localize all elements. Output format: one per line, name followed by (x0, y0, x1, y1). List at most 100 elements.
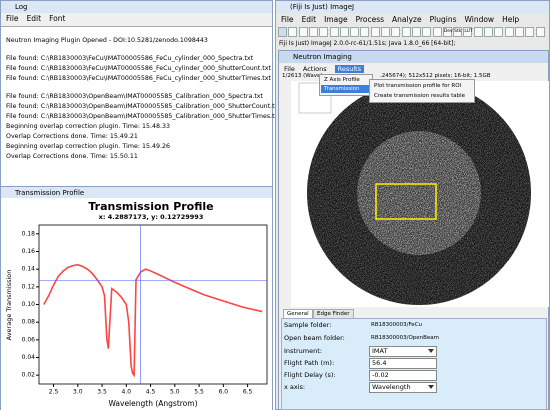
menu-item[interactable]: Actions (302, 65, 327, 73)
tool-button[interactable] (370, 27, 380, 37)
log-window: Log File Edit Font Neutron Imaging Plugin … (0, 0, 281, 186)
tool-button[interactable] (339, 27, 349, 37)
roi[interactable] (375, 183, 437, 220)
x-axis-title: Wavelength (Angstrom) (108, 399, 197, 408)
results-menu: Z Axis Profile Transmission (319, 74, 373, 96)
settings-panel: General Edge Finder Sample folder: RB183000… (279, 309, 548, 410)
tool-button[interactable] (432, 27, 442, 37)
log-line: File found: C:\RB1830003\OpenBeam\IMAT00… (6, 103, 281, 110)
field-label: x axis: (284, 383, 306, 391)
log-line: File found: C:\RB1830003\FeCu\IMAT000055… (6, 55, 254, 62)
results-item[interactable]: Transmission (321, 85, 372, 93)
log-line: Overlap Corrections done. Time: 15.50.11 (6, 153, 138, 160)
menu-item[interactable]: Image (324, 15, 348, 24)
chart: Transmission Profile x: 4.2887173, y: 0.… (1, 198, 272, 410)
x-tick-label: 4.5 (146, 389, 156, 396)
tool-button[interactable] (494, 27, 504, 37)
menu-item[interactable]: File (6, 14, 19, 23)
menu-item[interactable]: Plugins (429, 15, 457, 24)
x-tick-label: 5.5 (194, 389, 204, 396)
tool-button[interactable] (514, 27, 524, 37)
tool-button[interactable] (350, 27, 360, 37)
imagej-menu: File Edit Image Process Analyze Plugins Window… (276, 14, 549, 26)
text-input[interactable]: 56.4 (369, 358, 437, 369)
neutron-menu: File Actions Results (279, 63, 548, 75)
y-tick-label: 0.06 (22, 336, 36, 343)
x-tick-label: 4.0 (122, 389, 132, 396)
tool-button[interactable] (360, 27, 370, 37)
info-right: .245674); 512x512 pixels; 16-bit; 1.5GB (380, 73, 491, 79)
tool-button[interactable] (463, 27, 473, 37)
image-view (291, 81, 549, 307)
dropdown-arrow (428, 349, 434, 353)
field-label: Flight Path (m): (284, 359, 335, 367)
tool-button[interactable] (278, 27, 287, 37)
menu-item[interactable]: Edit (301, 15, 317, 24)
tool-button[interactable] (422, 27, 432, 37)
tool-button[interactable] (525, 27, 535, 37)
menu-item[interactable]: Edit (26, 14, 42, 23)
tool-button[interactable] (453, 27, 463, 37)
log-line: Beginning overlap correction plugin. Tim… (6, 123, 171, 130)
imagej-status: Fiji Is Just) ImageJ 2.0.0-rc-61/1.51s; … (279, 40, 456, 47)
submenu-item[interactable]: Create transmission results table (374, 93, 466, 99)
y-axis-title: Average Transmission (5, 270, 13, 341)
menu-item[interactable]: Process (355, 15, 385, 24)
tool-button[interactable] (401, 27, 411, 37)
y-tick-label: 0.02 (22, 372, 36, 379)
tool-button[interactable] (442, 27, 452, 37)
y-tick-label: 0.08 (22, 319, 36, 326)
menu-item[interactable]: Window (464, 15, 495, 24)
tool-button[interactable] (391, 27, 401, 37)
x-tick-label: 5.0 (170, 389, 180, 396)
menu-item[interactable]: Results (334, 65, 365, 73)
log-line: File found: C:\RB1830003\OpenBeam\IMAT00… (6, 93, 263, 100)
x-tick-label: 3.0 (73, 389, 83, 396)
log-line: File found: C:\RB1830003\FeCu\IMAT000055… (6, 75, 271, 82)
toolbar: Dev Stk LUT (278, 27, 548, 39)
log-line: Overlap Corrections done. Time: 15.49.21 (6, 133, 138, 140)
noise-inner (357, 131, 481, 255)
x-tick-label: 6.0 (219, 389, 229, 396)
tool-button[interactable] (473, 27, 483, 37)
text-input[interactable]: -0.02 (369, 370, 437, 381)
log-line: File found: C:\RB1830003\FeCu\IMAT000055… (6, 65, 271, 72)
y-tick-label: 0.10 (22, 301, 36, 308)
tool-button[interactable] (329, 27, 339, 37)
chart-bg (1, 198, 272, 410)
menu-item[interactable]: Font (49, 14, 66, 23)
log-menu: File Edit Font (1, 13, 272, 25)
info-left: 1/2613 (Wavel (282, 73, 322, 79)
menu-item[interactable]: Help (502, 15, 520, 24)
menu-item[interactable]: File (281, 15, 294, 24)
tool-button[interactable] (308, 27, 318, 37)
field-label: Instrument: (284, 347, 322, 355)
tool-button[interactable] (504, 27, 514, 37)
dropdown[interactable]: IMAT (369, 346, 437, 357)
tool-button[interactable] (288, 27, 298, 37)
chart-title: Transmission Profile (88, 200, 213, 213)
submenu-item[interactable]: Plot transmission profile for ROI (374, 83, 462, 89)
menu-item[interactable]: File (284, 65, 295, 73)
tool-button[interactable] (411, 27, 421, 37)
y-tick-label: 0.18 (22, 230, 36, 237)
tool-button[interactable] (484, 27, 493, 37)
x-tick-label: 2.5 (49, 389, 59, 396)
field-label: Sample folder: (284, 321, 332, 329)
y-tick-label: 0.16 (22, 248, 36, 255)
neutron-window: Neutron Imaging File Actions Results 1/261… (278, 50, 549, 410)
menu-item[interactable]: Analyze (392, 15, 422, 24)
tool-button[interactable] (381, 27, 390, 37)
transmission-submenu: Plot transmission profile for ROI Create … (369, 79, 475, 103)
results-item[interactable]: Z Axis Profile (324, 77, 360, 83)
tool-button[interactable] (535, 27, 545, 37)
log-line: Beginning overlap correction plugin. Tim… (6, 143, 171, 150)
neutron-title: Neutron Imaging (279, 51, 548, 63)
y-tick-label: 0.14 (22, 266, 36, 273)
dropdown[interactable]: Wavelength (369, 382, 437, 393)
tool-button[interactable] (319, 27, 329, 37)
tool-label: LUT (464, 29, 473, 34)
tool-button[interactable] (298, 27, 308, 37)
field-value: RB18300003/OpenBeam (371, 335, 440, 341)
